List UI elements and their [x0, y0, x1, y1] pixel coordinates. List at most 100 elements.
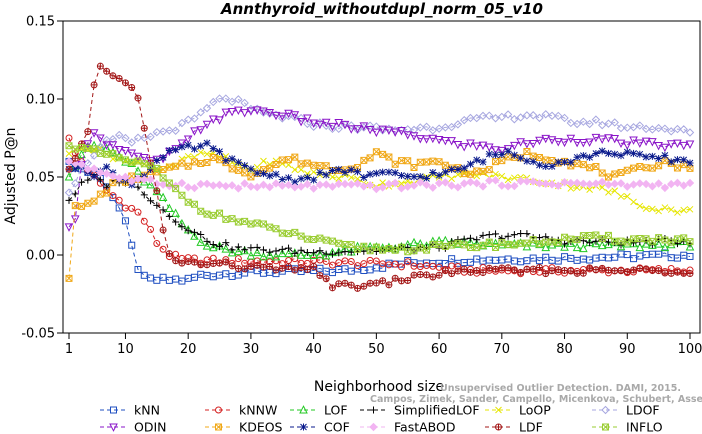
data-point-fastabod	[591, 179, 601, 188]
x-tick-label: 100	[678, 342, 702, 357]
data-point-ldof	[240, 98, 249, 108]
data-point-simplifiedlof	[485, 231, 493, 239]
data-point-knnw	[134, 208, 142, 216]
data-point-simplifiedlof	[165, 212, 173, 220]
data-point-ldf	[668, 270, 675, 277]
legend-marker-ldof	[601, 405, 610, 415]
data-point-ldof	[177, 118, 187, 128]
data-point-inflo	[71, 145, 79, 153]
data-point-simplifiedlof	[535, 234, 543, 242]
data-point-odin	[428, 134, 438, 144]
data-point-ldf	[580, 270, 587, 277]
data-point-cof	[529, 158, 537, 166]
data-point-ldof	[629, 123, 638, 132]
watermark-line-2: Campos, Zimek, Sander, Campello, Micenko…	[370, 394, 702, 405]
data-point-ldf	[687, 270, 693, 277]
data-point-ldf	[435, 271, 443, 279]
data-point-ldf	[586, 264, 594, 272]
data-point-ldf	[347, 281, 355, 289]
data-point-simplifiedlof	[247, 244, 255, 252]
data-point-inflo	[523, 239, 531, 247]
data-point-simplifiedlof	[341, 248, 349, 256]
data-point-ldf	[116, 75, 123, 82]
data-point-loop	[404, 177, 412, 185]
data-point-inflo	[272, 225, 280, 233]
data-point-ldf	[618, 267, 624, 274]
data-point-lof	[641, 239, 651, 248]
data-point-kdeos	[372, 148, 380, 156]
data-point-simplifiedlof	[492, 230, 500, 238]
data-point-fastabod	[278, 181, 287, 190]
data-point-kdeos	[479, 167, 487, 175]
data-point-ldf	[278, 264, 286, 272]
data-point-ldof	[459, 115, 469, 125]
data-point-fastabod	[604, 180, 613, 189]
data-point-kdeos	[598, 169, 606, 177]
data-point-lof	[591, 238, 601, 248]
data-point-fastabod	[547, 180, 557, 189]
data-point-ldf	[260, 264, 267, 271]
data-point-ldf	[235, 265, 242, 272]
data-point-odin	[240, 109, 249, 118]
data-point-loop	[65, 150, 73, 157]
data-point-fastabod	[215, 180, 224, 190]
data-point-ldf	[71, 154, 79, 162]
data-point-fastabod	[541, 179, 550, 188]
data-point-cof	[673, 156, 681, 164]
data-point-cof	[636, 150, 644, 158]
data-point-ldf	[322, 275, 330, 283]
data-point-lof	[434, 236, 444, 245]
legend-label-ldof: LDOF	[626, 403, 660, 418]
data-point-fastabod	[133, 174, 143, 184]
data-point-odin	[328, 122, 337, 132]
data-point-ldf	[348, 282, 355, 289]
data-point-odin	[641, 137, 651, 146]
data-point-kdeos	[611, 170, 619, 178]
data-point-kdeos	[630, 164, 638, 172]
data-point-simplifiedlof	[316, 247, 324, 255]
data-point-inflo	[241, 217, 249, 225]
data-point-cof	[466, 160, 474, 168]
data-point-inflo	[391, 246, 399, 254]
data-point-fastabod	[315, 180, 325, 190]
data-point-ldf	[222, 259, 229, 266]
data-point-odin	[610, 134, 620, 144]
data-point-odin	[622, 141, 632, 150]
data-point-knnw	[391, 260, 399, 268]
data-point-inflo	[222, 215, 230, 223]
data-point-inflo	[366, 247, 374, 255]
data-point-fastabod	[152, 179, 162, 189]
data-point-lof	[466, 237, 475, 247]
data-point-simplifiedlof	[178, 223, 186, 231]
data-point-cof	[498, 151, 506, 159]
chart-title: Annthyroid_withoutdupl_norm_05_v10	[220, 0, 543, 18]
data-point-ldf	[191, 259, 198, 266]
data-point-ldof	[616, 123, 626, 133]
data-point-lof	[409, 237, 419, 247]
data-point-cof	[366, 170, 374, 178]
data-point-knnw	[404, 258, 412, 266]
data-point-fastabod	[485, 176, 494, 185]
data-point-loop	[398, 180, 405, 188]
data-point-fastabod	[227, 181, 237, 190]
data-point-loop	[492, 170, 499, 178]
data-point-inflo	[473, 244, 481, 252]
data-point-ldof	[221, 94, 231, 103]
data-point-cof	[661, 151, 669, 159]
data-point-simplifiedlof	[259, 246, 267, 254]
data-point-simplifiedlof	[322, 250, 330, 258]
data-point-simplifiedlof	[228, 246, 236, 254]
data-point-kdeos	[385, 153, 393, 161]
data-point-simplifiedlof	[222, 239, 230, 247]
data-point-kdeos	[617, 168, 625, 176]
data-point-fastabod	[416, 178, 425, 187]
data-point-simplifiedlof	[184, 227, 192, 235]
data-point-cof	[103, 163, 111, 171]
data-point-odin	[96, 134, 105, 143]
data-point-loop	[310, 168, 317, 176]
legend-marker-odin	[109, 423, 118, 432]
data-point-fastabod	[209, 181, 218, 190]
data-point-cof	[310, 176, 318, 184]
data-point-ldof	[127, 138, 136, 147]
x-tick-label: 90	[619, 342, 636, 357]
